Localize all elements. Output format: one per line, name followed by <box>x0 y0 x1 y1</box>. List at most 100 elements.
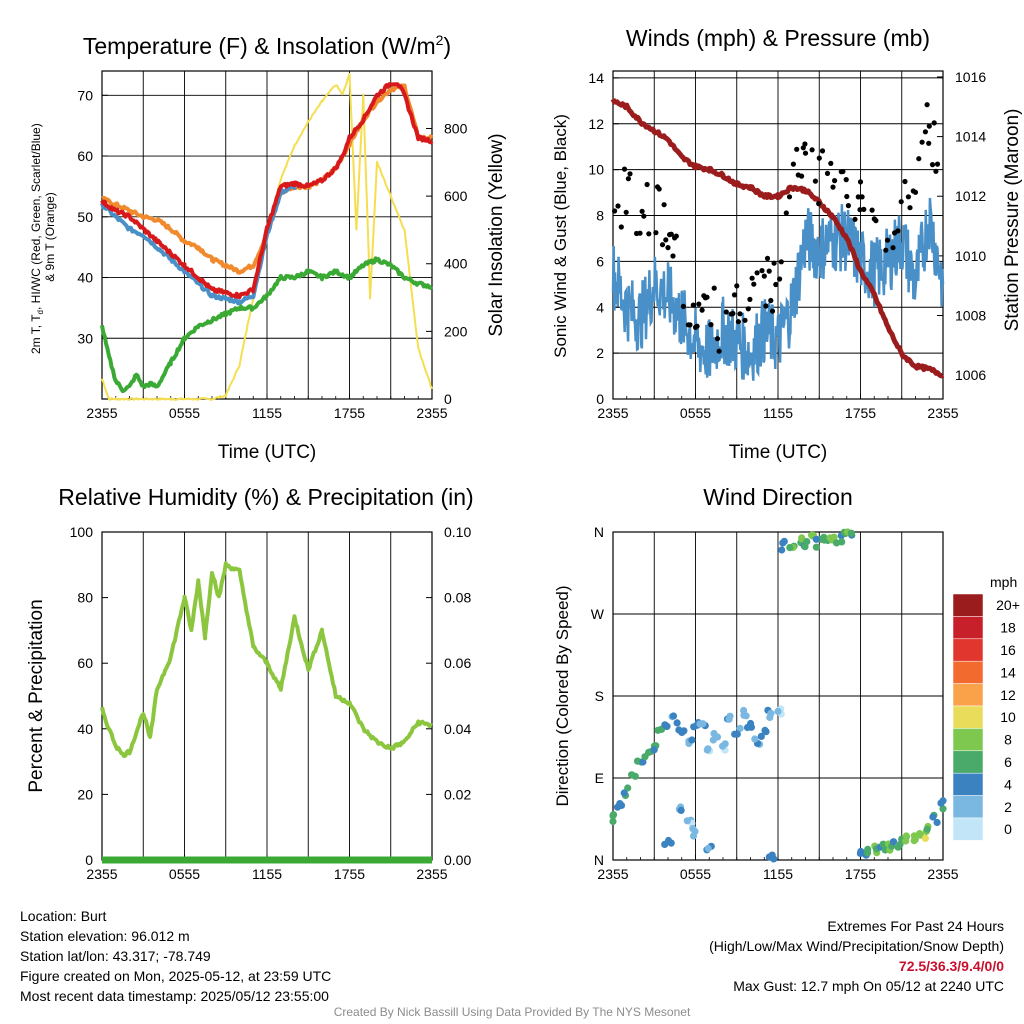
gust-point <box>830 184 836 190</box>
series-2m-t <box>100 82 434 300</box>
gust-point <box>615 203 621 209</box>
gust-point <box>754 270 760 276</box>
gust-point <box>916 156 922 162</box>
colorbar-label: 14 <box>1000 664 1016 680</box>
gust-point <box>716 348 722 354</box>
temperature-ylabel-right: Solar Insolation (Yellow) <box>486 133 507 336</box>
x-tick-label: 1755 <box>845 405 876 421</box>
gust-point <box>777 276 783 282</box>
direction-point <box>624 784 632 792</box>
gust-point <box>680 303 687 309</box>
gust-point <box>922 129 929 135</box>
colorbar-swatch <box>952 593 984 617</box>
gust-point <box>625 176 632 182</box>
gust-point <box>704 294 710 300</box>
gust-point <box>749 275 755 281</box>
direction-point <box>703 746 711 754</box>
gust-point <box>687 322 693 328</box>
x-tick-label: 1155 <box>763 866 793 882</box>
y-right-tick-label: 1006 <box>955 367 986 383</box>
direction-point <box>650 746 658 754</box>
gust-point <box>790 161 797 167</box>
y-tick-label: 40 <box>77 270 93 286</box>
y-tick-label: 40 <box>77 721 93 737</box>
direction-point <box>733 730 741 738</box>
humidity-title: Relative Humidity (%) & Precipitation (i… <box>58 484 473 510</box>
humidity-ylabel: Percent & Precipitation <box>26 599 47 792</box>
colorbar-swatch <box>952 795 984 819</box>
direction-point <box>669 712 678 720</box>
x-tick-label: 1155 <box>252 405 282 421</box>
gust-point <box>670 253 676 259</box>
y-right-tick-label: 600 <box>444 188 468 204</box>
y-right-tick-label: 1012 <box>955 188 986 204</box>
gust-point <box>627 171 633 177</box>
colorbar-swatch <box>952 772 984 796</box>
gust-point <box>771 260 777 266</box>
gust-point <box>919 139 925 145</box>
gust-point <box>802 150 809 156</box>
gust-point <box>816 201 822 207</box>
gust-point <box>751 281 757 287</box>
direction-point <box>699 720 707 728</box>
gust-point <box>819 148 826 154</box>
gust-point <box>646 231 652 237</box>
gust-point <box>861 206 867 212</box>
y-right-tick-label: 1014 <box>955 129 986 145</box>
gust-point <box>699 307 705 313</box>
direction-point <box>847 529 856 538</box>
gust-point <box>735 319 742 325</box>
direction-point <box>911 835 919 844</box>
y-tick-label: 80 <box>77 590 93 606</box>
gust-point <box>661 202 667 208</box>
direction-point <box>704 844 712 853</box>
gust-point <box>759 268 765 274</box>
gust-point <box>857 207 863 213</box>
y-tick-label: 10 <box>588 162 604 178</box>
direction-point <box>774 707 782 716</box>
colorbar-label: 10 <box>1000 709 1016 725</box>
y-right-tick-label: 0.10 <box>444 524 471 540</box>
y-tick-label: 8 <box>596 208 604 224</box>
y-tick-label: W <box>591 606 605 622</box>
direction-point <box>766 713 774 722</box>
gust-point <box>844 193 850 200</box>
direction-point <box>838 538 846 546</box>
direction-point <box>812 543 821 551</box>
gust-point <box>639 208 645 214</box>
gust-point <box>764 255 771 261</box>
y-tick-label: 2 <box>596 345 604 361</box>
gust-point <box>656 186 662 192</box>
gust-point <box>812 178 819 184</box>
colorbar-swatch <box>952 638 984 662</box>
gust-point <box>714 336 721 342</box>
direction-point <box>688 736 696 744</box>
gust-point <box>926 140 932 146</box>
gust-point <box>895 228 901 234</box>
series-pressure <box>610 98 945 379</box>
plot-frame <box>612 70 944 400</box>
x-tick-label: 0555 <box>680 405 711 421</box>
y-tick-label: 4 <box>596 299 604 315</box>
gust-point <box>907 205 913 211</box>
direction-point <box>921 834 930 843</box>
gust-point <box>673 233 679 239</box>
extremes-title: Extremes For Past 24 Hours <box>827 918 1004 934</box>
figure-created: Figure created on Mon, 2025-05-12, at 23… <box>20 968 332 984</box>
y-right-tick-label: 0.02 <box>444 786 471 802</box>
gust-point <box>696 301 702 307</box>
colorbar-label: 4 <box>1004 776 1012 792</box>
colorbar-label: 20+ <box>996 597 1020 613</box>
gust-point <box>890 245 896 251</box>
plot-frame <box>101 70 433 400</box>
x-tick-label: 1755 <box>334 866 365 882</box>
direction-point <box>661 840 669 849</box>
y-right-tick-label: 400 <box>444 256 468 272</box>
x-tick-label: 1755 <box>845 866 876 882</box>
colorbar-swatch <box>952 660 984 684</box>
station-latlon: Station lat/lon: 43.317; -78.749 <box>20 948 211 964</box>
direction-point <box>939 797 947 805</box>
gust-point <box>745 306 751 312</box>
y-tick-label: 12 <box>588 116 604 132</box>
direction-point <box>709 736 717 744</box>
